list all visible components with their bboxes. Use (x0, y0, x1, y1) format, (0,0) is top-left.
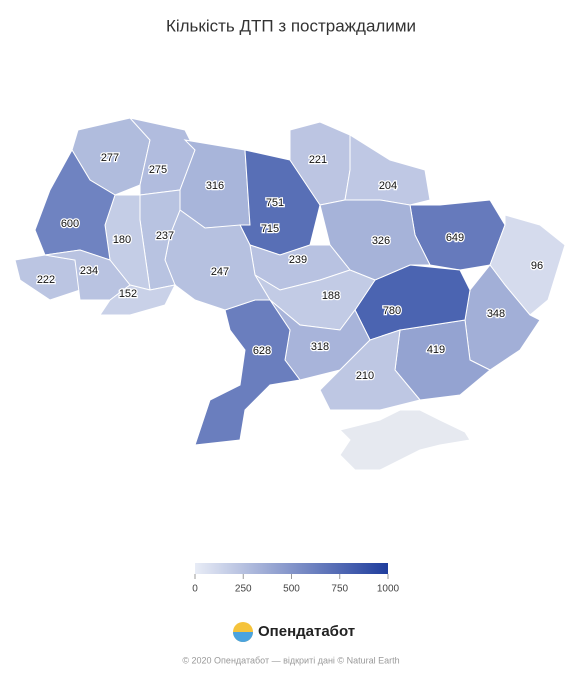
value-label: 237 (156, 230, 174, 242)
legend-tick-label: 250 (235, 584, 252, 595)
legend-tick-label: 500 (283, 584, 300, 595)
value-label: 780 (383, 305, 401, 317)
value-label: 715 (261, 223, 279, 235)
logo: Опендатабот (233, 622, 355, 642)
value-label: 600 (61, 218, 79, 230)
value-label: 234 (80, 265, 98, 277)
value-label: 188 (322, 290, 340, 302)
legend: 0 250 500 750 1000 (192, 574, 400, 595)
value-label: 247 (211, 266, 229, 278)
labels: 277 275 316 751 715 221 204 649 96 348 419 780 326 23… (36, 151, 545, 384)
logo-text: Опендатабот (258, 623, 355, 640)
value-label: 348 (487, 308, 505, 320)
region (319, 329, 421, 411)
value-label: 275 (149, 164, 167, 176)
value-label: 222 (37, 274, 55, 286)
map-title: Кількість ДТП з постраждалими (166, 16, 416, 35)
legend-tick-label: 1000 (377, 584, 400, 595)
value-label: 419 (427, 344, 445, 356)
value-label: 649 (446, 232, 464, 244)
value-label: 204 (379, 180, 397, 192)
value-label: 316 (206, 180, 224, 192)
value-label: 318 (311, 341, 329, 353)
crimea (339, 409, 471, 471)
value-label: 221 (309, 154, 327, 166)
legend-gradient (195, 563, 388, 574)
value-label: 152 (119, 288, 137, 300)
region (99, 284, 176, 316)
value-label: 210 (356, 370, 374, 382)
value-label: 180 (113, 234, 131, 246)
logo-icon-half (233, 632, 253, 642)
region (194, 299, 301, 446)
value-label: 628 (253, 345, 271, 357)
value-label: 96 (531, 260, 543, 272)
value-label: 277 (101, 152, 119, 164)
regions (14, 117, 566, 471)
footer: © 2020 Опендатабот — відкриті дані © Nat… (182, 655, 399, 665)
value-label: 751 (266, 197, 284, 209)
value-label: 239 (289, 254, 307, 266)
value-label: 326 (372, 235, 390, 247)
legend-tick-label: 0 (192, 584, 198, 595)
legend-tick-label: 750 (331, 584, 348, 595)
